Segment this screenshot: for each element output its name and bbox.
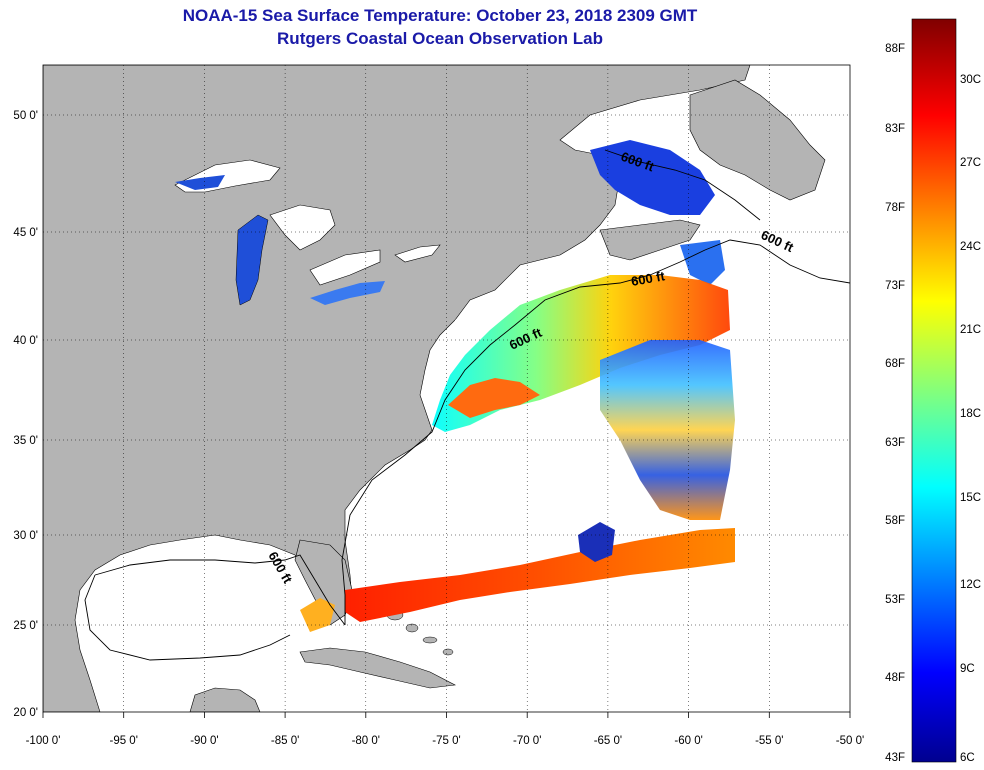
- land-cuba: [299, 647, 457, 689]
- colorbar-f-label: 83F: [885, 123, 905, 135]
- lon-tick-label: -95 0': [109, 735, 137, 747]
- lon-tick-label: -75 0': [432, 735, 460, 747]
- lon-tick-label: -85 0': [271, 735, 299, 747]
- lat-tick-label: 20 0': [13, 707, 38, 719]
- lat-tick-label: 35 0': [13, 435, 38, 447]
- longitude-tick-labels: -100 0' -95 0' -90 0' -85 0' -80 0' -75 0' -70…: [26, 712, 864, 747]
- sst-florida-gulf-patch: [300, 598, 335, 632]
- land-yucatan: [189, 687, 261, 712]
- lon-tick-label: -100 0': [26, 735, 61, 747]
- colorbar-f-label: 43F: [885, 752, 905, 764]
- isobath-label: 600 ft: [630, 268, 667, 289]
- lat-tick-label: 25 0': [13, 620, 38, 632]
- colorbar-c-label: 24C: [960, 241, 981, 253]
- lon-tick-label: -55 0': [755, 735, 783, 747]
- colorbar-c-label: 6C: [960, 752, 975, 764]
- land-florida: [294, 539, 353, 626]
- colorbar-fahrenheit-labels: 88F 83F 78F 73F 68F 63F 58F 53F 48F 43F: [885, 43, 905, 764]
- latitude-tick-labels: 50 0' 45 0' 40 0' 35 0' 30 0' 25 0' 20 0': [13, 110, 38, 719]
- sst-southern-band: [345, 528, 735, 622]
- title-line-2: Rutgers Coastal Ocean Observation Lab: [277, 29, 603, 48]
- colorbar-f-label: 48F: [885, 672, 905, 684]
- sst-scotian-shelf: [680, 240, 725, 285]
- lat-tick-label: 50 0': [13, 110, 38, 122]
- sst-eastern-patches: [600, 340, 735, 520]
- lon-tick-label: -65 0': [594, 735, 622, 747]
- colorbar-f-label: 53F: [885, 594, 905, 606]
- colorbar-c-label: 21C: [960, 324, 981, 336]
- colorbar-gradient: [911, 18, 957, 763]
- isobath-600ft: [84, 149, 850, 661]
- colorbar-c-label: 12C: [960, 579, 981, 591]
- colorbar-f-label: 58F: [885, 515, 905, 527]
- colorbar-c-label: 15C: [960, 492, 981, 504]
- lon-tick-label: -50 0': [836, 735, 864, 747]
- graticule: [43, 65, 850, 712]
- land-nova-scotia: [599, 219, 701, 261]
- colorbar: 88F 83F 78F 73F 68F 63F 58F 53F 48F 43F 30C 27C 24C…: [885, 18, 981, 764]
- sst-gulf-stream-core: [448, 378, 540, 418]
- great-lakes: [174, 159, 441, 306]
- colorbar-c-label: 9C: [960, 663, 975, 675]
- colorbar-f-label: 78F: [885, 202, 905, 214]
- colorbar-f-label: 73F: [885, 280, 905, 292]
- sst-cold-eddy: [578, 522, 615, 562]
- lon-tick-label: -60 0': [674, 735, 702, 747]
- lat-tick-label: 40 0': [13, 335, 38, 347]
- land-newfoundland: [689, 79, 826, 201]
- colorbar-celsius-labels: 30C 27C 24C 21C 18C 15C 12C 9C 6C: [960, 74, 981, 764]
- lon-tick-label: -80 0': [352, 735, 380, 747]
- title-line-1: NOAA-15 Sea Surface Temperature: October…: [182, 6, 698, 25]
- colorbar-f-label: 88F: [885, 43, 905, 55]
- colorbar-c-label: 18C: [960, 408, 981, 420]
- lat-tick-label: 45 0': [13, 227, 38, 239]
- lon-tick-label: -70 0': [513, 735, 541, 747]
- lat-tick-label: 30 0': [13, 530, 38, 542]
- colorbar-f-label: 68F: [885, 358, 905, 370]
- sst-gulf-st-lawrence: [590, 140, 715, 215]
- lon-tick-label: -90 0': [190, 735, 218, 747]
- colorbar-c-label: 27C: [960, 157, 981, 169]
- colorbar-c-label: 30C: [960, 74, 981, 86]
- colorbar-f-label: 63F: [885, 437, 905, 449]
